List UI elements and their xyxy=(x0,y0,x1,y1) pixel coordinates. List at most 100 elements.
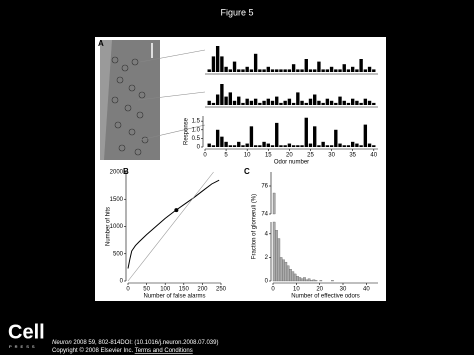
bar xyxy=(211,56,216,72)
bar xyxy=(367,100,372,105)
panel-label: B xyxy=(123,167,129,176)
histogram-bar xyxy=(272,221,276,282)
x-tick-label: 10 xyxy=(293,287,300,293)
x-axis-label: Odor number xyxy=(274,160,309,166)
bar xyxy=(296,145,300,147)
histogram-bar xyxy=(279,257,283,282)
bar xyxy=(228,145,233,147)
x-axis-label: Number of false alarms xyxy=(143,294,205,300)
copyright-text: Copyright © 2008 Elsevier Inc. xyxy=(52,347,135,354)
bar xyxy=(334,102,338,105)
bar xyxy=(350,141,355,147)
line xyxy=(127,179,220,269)
bar xyxy=(270,145,275,147)
y2-tick-label: 76 xyxy=(261,184,268,190)
bar xyxy=(329,100,334,105)
bar xyxy=(207,143,211,147)
x-tick-label: 40 xyxy=(370,153,377,159)
y-tick-label: 1.0 xyxy=(192,127,201,133)
bar xyxy=(283,69,287,72)
bar xyxy=(300,69,304,72)
bar xyxy=(220,84,224,105)
y-tick-label: 4 xyxy=(265,231,269,237)
histogram-bar xyxy=(298,277,302,282)
y-axis-label: Number of hits xyxy=(106,207,112,246)
bar xyxy=(346,145,351,147)
bar xyxy=(313,94,317,105)
bar xyxy=(372,145,376,147)
copyright: Copyright © 2008 Elsevier Inc. Terms and… xyxy=(52,347,193,354)
terms-link[interactable]: Terms and Conditions xyxy=(135,348,193,354)
bar xyxy=(279,102,283,105)
bar xyxy=(372,69,376,72)
bar xyxy=(224,141,228,147)
y-axis-label: Fraction of glomeruli (%) xyxy=(252,194,258,259)
bar xyxy=(304,117,308,147)
y-tick-label: 2000 xyxy=(110,170,124,176)
bar xyxy=(249,126,254,147)
bar xyxy=(350,66,355,72)
bar xyxy=(325,69,330,72)
bar xyxy=(300,100,304,105)
x-tick-label: 20 xyxy=(286,153,293,159)
bar xyxy=(372,102,376,105)
bar xyxy=(342,145,346,147)
micrograph xyxy=(100,40,160,160)
bar xyxy=(308,143,313,147)
histogram-bar xyxy=(291,271,295,282)
bar xyxy=(249,100,254,105)
y-axis-label: Response xyxy=(184,117,190,145)
bar xyxy=(258,145,262,147)
x-tick-label: 20 xyxy=(316,287,323,293)
bar xyxy=(232,61,237,72)
y2-tick-label: 74 xyxy=(261,212,268,218)
bar xyxy=(325,98,330,105)
bar xyxy=(207,100,211,105)
bar xyxy=(275,69,279,72)
histogram-bar xyxy=(310,280,313,282)
bar xyxy=(308,98,313,105)
bar xyxy=(313,126,317,147)
bar xyxy=(275,96,279,105)
histogram-bar xyxy=(303,277,306,282)
bar xyxy=(304,59,308,72)
line xyxy=(127,171,214,282)
bar xyxy=(253,145,258,147)
histogram-bar xyxy=(282,259,285,282)
bar xyxy=(363,124,368,147)
bar xyxy=(291,64,296,72)
bar xyxy=(325,145,330,147)
x-tick-label: 150 xyxy=(179,287,190,293)
bar xyxy=(258,102,262,105)
x-axis-label: Number of effective odors xyxy=(291,294,360,300)
bar xyxy=(266,143,270,147)
bar xyxy=(283,145,287,147)
bar xyxy=(241,69,245,72)
bar xyxy=(220,56,224,72)
x-tick-label: 30 xyxy=(340,287,347,293)
bar xyxy=(266,98,270,105)
bar xyxy=(215,129,220,147)
bar xyxy=(262,100,266,105)
bar xyxy=(296,69,300,72)
bar xyxy=(220,136,224,147)
bar xyxy=(237,69,241,72)
bar xyxy=(232,100,237,105)
x-tick-label: 35 xyxy=(349,153,356,159)
bar xyxy=(342,100,346,105)
panel-label: A xyxy=(98,39,104,48)
y-tick-label: 0 xyxy=(120,279,124,285)
x-tick-label: 0 xyxy=(203,153,207,159)
histogram-bar xyxy=(314,280,318,282)
bar xyxy=(237,96,241,105)
bar xyxy=(367,143,372,147)
citation-text: 2008 59, 802-814DOI: (10.1016/j.neuron.2… xyxy=(72,340,219,346)
bar xyxy=(355,143,359,147)
histogram-bar xyxy=(300,278,304,282)
bar xyxy=(359,145,363,147)
bar xyxy=(262,141,266,147)
bar xyxy=(291,102,296,105)
histogram-bar xyxy=(293,273,297,282)
logo: Cell xyxy=(8,321,45,343)
